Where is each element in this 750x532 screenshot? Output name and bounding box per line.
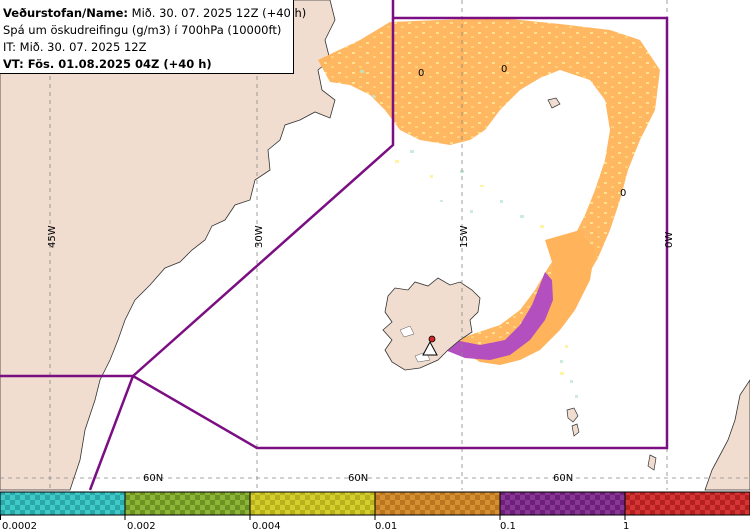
lon-label: 45W <box>47 225 58 248</box>
contour-label: 0 <box>418 68 424 79</box>
fir-boundary <box>0 0 669 491</box>
colorbar-swatch <box>124 491 251 516</box>
info-line-description: Spá um öskudreifingu (g/m3) í 700hPa (10… <box>3 23 282 37</box>
colorbar-tick-label: 0.01 <box>375 521 397 532</box>
colorbar-swatch <box>374 491 501 516</box>
colorbar-tick-label: 0.0002 <box>2 521 37 532</box>
lon-label: 30W <box>254 225 265 248</box>
greenland-landmass <box>0 0 336 491</box>
shetland-islands <box>647 454 657 471</box>
colorbar-swatch <box>624 491 750 516</box>
lat-label: 60N <box>553 473 573 484</box>
ash-concentration-field <box>318 18 660 398</box>
colorbar: 0.0002 0.002 0.004 0.01 0.1 1 <box>0 491 750 532</box>
info-line-valid-time: VT: Fös. 01.08.2025 04Z (+40 h) <box>3 57 212 71</box>
faroe-islands <box>566 407 580 437</box>
lon-label: 15W <box>459 225 470 248</box>
colorbar-tick-label: 0.002 <box>127 521 156 532</box>
info-line-issuer: Veðurstofan/Name: Mið. 30. 07. 2025 12Z … <box>3 6 307 20</box>
info-line-issue-time: IT: Mið. 30. 07. 2025 12Z <box>3 40 147 54</box>
colorbar-swatch <box>0 491 126 516</box>
volcano-marker <box>422 335 438 356</box>
norway-coast <box>704 379 750 491</box>
ash-high-concentration <box>430 272 553 360</box>
colorbar-tick-label: 0.004 <box>252 521 281 532</box>
colorbar-swatch <box>249 491 376 516</box>
contour-label: 0 <box>501 64 507 75</box>
lon-label: 0W <box>664 232 675 248</box>
contour-label: 0 <box>620 188 626 199</box>
lat-label: 60N <box>348 473 368 484</box>
colorbar-tick-label: 1 <box>623 521 629 532</box>
colorbar-tick-label: 0.1 <box>500 521 516 532</box>
lat-label: 60N <box>143 473 163 484</box>
jan-mayen-island <box>547 97 561 109</box>
iceland-landmass <box>382 277 481 371</box>
colorbar-swatch <box>499 491 626 516</box>
forecast-info-box: Veðurstofan/Name: Mið. 30. 07. 2025 12Z … <box>0 0 307 74</box>
